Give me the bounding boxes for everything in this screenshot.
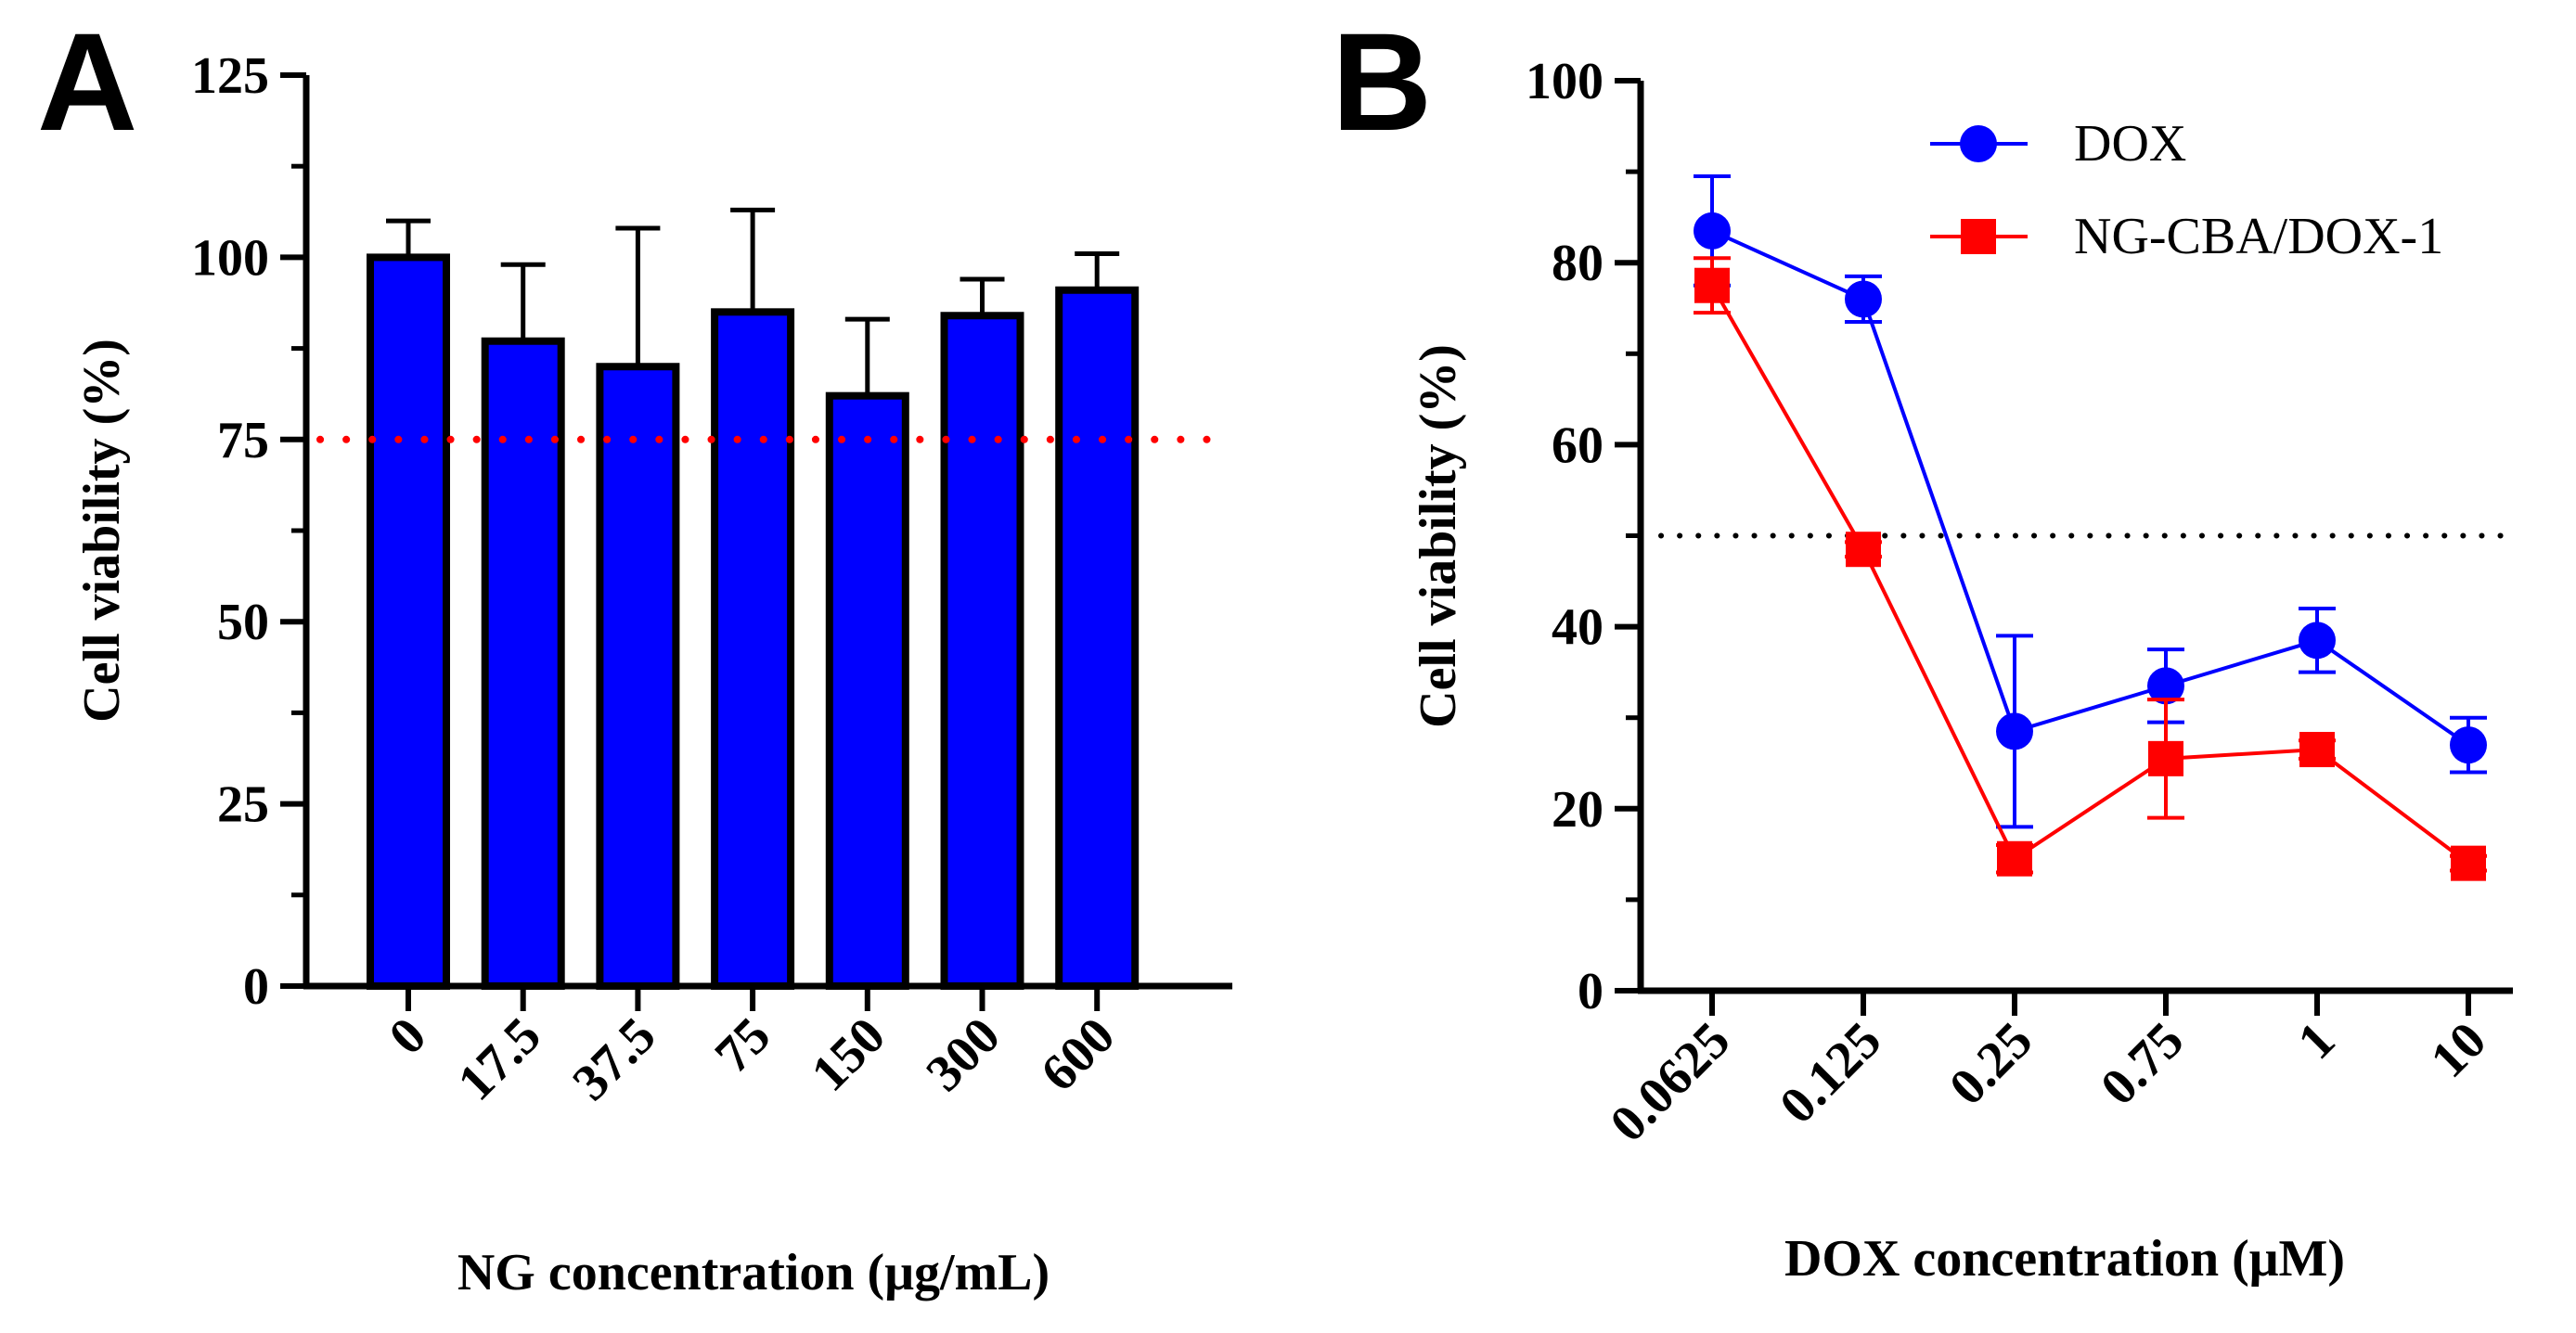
panel-b-x-ticks: 0.0625 0.125 0.25 0.75 1 10 xyxy=(1599,991,2497,1153)
panel-b-series xyxy=(1694,174,2487,881)
y-tick-label-25: 25 xyxy=(217,776,269,834)
y-tick-label-100: 100 xyxy=(1526,53,1604,110)
legend-ng-label: NG-CBA/DOX-1 xyxy=(2074,208,2443,265)
panel-a-x-ticks: 0 17.5 37.5 75 150 300 600 xyxy=(379,986,1126,1111)
x-tick-label-37.5: 37.5 xyxy=(561,1006,666,1111)
x-tick-label-300: 300 xyxy=(915,1006,1011,1102)
data-point-0.125 xyxy=(1845,280,1882,318)
panel-b-y-axis-label: Cell viability (%) xyxy=(1410,344,1467,728)
x-tick-label-0.75: 0.75 xyxy=(2090,1011,2195,1116)
x-tick-label-0: 0 xyxy=(379,1006,438,1066)
panel-a-label: A xyxy=(37,4,137,160)
y-tick-label-125: 125 xyxy=(191,47,269,105)
x-tick-label-150: 150 xyxy=(801,1006,896,1102)
y-tick-label-100: 100 xyxy=(191,229,269,287)
series-ng-cba-dox-1 xyxy=(1694,256,2487,881)
panel-a-y-ticks: 0 25 50 75 100 125 xyxy=(191,47,306,1016)
data-point-0.0625 xyxy=(1694,211,1731,250)
bar-17.5 xyxy=(481,337,565,990)
legend-item-dox: DOX xyxy=(1930,115,2186,173)
data-point-1 xyxy=(2299,622,2336,660)
bar-37.5 xyxy=(596,363,680,990)
x-tick-label-75: 75 xyxy=(704,1006,781,1083)
data-point-0.25 xyxy=(1997,840,2032,877)
y-tick-label-75: 75 xyxy=(217,412,269,469)
panel-b-legend: DOX NG-CBA/DOX-1 xyxy=(1930,115,2443,265)
data-point-0.0625 xyxy=(1694,267,1730,303)
y-tick-label-60: 60 xyxy=(1552,417,1604,474)
panel-b-x-axis-label: DOX concentration (μM) xyxy=(1784,1230,2345,1288)
x-tick-label-1: 1 xyxy=(2287,1011,2347,1070)
x-tick-label-0.25: 0.25 xyxy=(1938,1011,2043,1116)
data-point-0.75 xyxy=(2148,740,2183,776)
panel-b: B 0 20 40 60 80 100 0.0625 0.125 0.25 0.75 1 10 DO… xyxy=(1332,4,2513,1288)
y-tick-label-0: 0 xyxy=(243,958,269,1016)
x-tick-label-0.0625: 0.0625 xyxy=(1599,1011,1741,1153)
panel-a-x-axis-label: NG concentration (μg/mL) xyxy=(457,1244,1050,1301)
y-tick-label-80: 80 xyxy=(1552,235,1604,292)
data-point-10 xyxy=(2451,845,2486,881)
x-tick-label-600: 600 xyxy=(1030,1006,1126,1102)
legend-item-ng-cba-dox-1: NG-CBA/DOX-1 xyxy=(1930,208,2443,265)
series-line xyxy=(1710,284,2470,865)
y-tick-label-0: 0 xyxy=(1578,963,1604,1020)
panel-a-y-axis-label: Cell viability (%) xyxy=(73,339,131,723)
bar-600 xyxy=(1055,286,1140,990)
y-tick-label-20: 20 xyxy=(1552,781,1604,839)
panel-a-bars xyxy=(367,253,1140,990)
legend-dox-label: DOX xyxy=(2074,115,2186,173)
data-point-1 xyxy=(2299,732,2335,768)
panel-a-error-bars xyxy=(386,207,1120,396)
legend-dox-marker xyxy=(1960,125,1997,162)
bar-0 xyxy=(367,253,450,990)
x-tick-label-10: 10 xyxy=(2420,1011,2497,1088)
x-tick-label-0.125: 0.125 xyxy=(1769,1011,1892,1134)
bar-150 xyxy=(825,391,909,990)
bar-300 xyxy=(940,312,1024,990)
legend-ng-marker xyxy=(1961,219,1996,254)
bar-75 xyxy=(711,308,795,990)
data-point-10 xyxy=(2450,726,2487,764)
data-point-0.125 xyxy=(1846,532,1881,568)
series-dox xyxy=(1694,174,2487,829)
data-point-0.25 xyxy=(1996,712,2033,750)
y-tick-label-50: 50 xyxy=(217,594,269,651)
x-tick-label-17.5: 17.5 xyxy=(447,1006,552,1111)
panel-b-label: B xyxy=(1332,4,1432,160)
panel-b-y-ticks: 0 20 40 60 80 100 xyxy=(1526,53,1641,1020)
series-line xyxy=(1711,229,2470,747)
data-point-0.75 xyxy=(2147,667,2184,705)
y-tick-label-40: 40 xyxy=(1552,599,1604,657)
